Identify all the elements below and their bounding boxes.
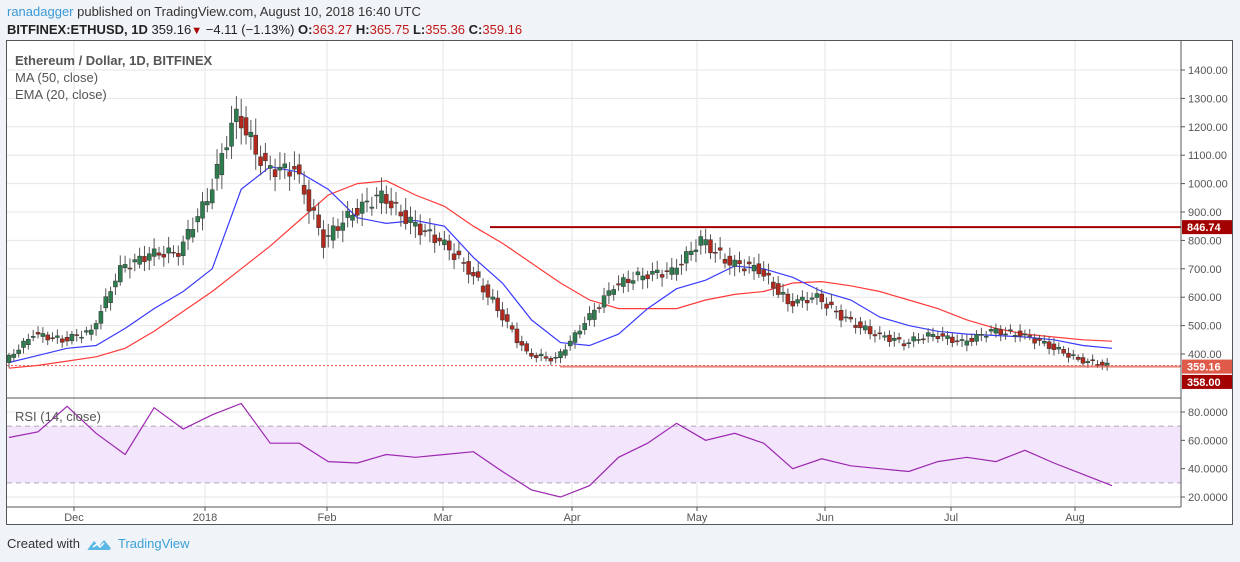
symbol-info: BITFINEX:ETHUSD, 1D 359.16▼ −4.11 (−1.13… <box>7 22 522 37</box>
down-triangle-icon: ▼ <box>191 25 203 37</box>
svg-text:Apr: Apr <box>563 512 580 524</box>
created-with-text: Created with <box>7 536 80 551</box>
close-value: 359.16 <box>482 22 523 37</box>
svg-text:1200.00: 1200.00 <box>1188 122 1228 134</box>
tradingview-link[interactable]: TradingView <box>117 536 190 551</box>
svg-text:1100.00: 1100.00 <box>1188 150 1227 162</box>
svg-text:Mar: Mar <box>434 512 453 524</box>
rsi-band <box>7 425 1181 484</box>
svg-text:846.74: 846.74 <box>1187 222 1222 234</box>
grid-lines <box>7 41 1181 507</box>
svg-text:800.00: 800.00 <box>1188 235 1222 247</box>
svg-text:Jun: Jun <box>816 512 834 524</box>
legend-title: Ethereum / Dollar, 1D, BITFINEX <box>15 53 213 68</box>
svg-text:900.00: 900.00 <box>1188 207 1222 219</box>
svg-text:1000.00: 1000.00 <box>1188 179 1228 191</box>
svg-text:1400.00: 1400.00 <box>1188 65 1228 77</box>
footer: Created with TradingView <box>7 536 190 551</box>
candlesticks <box>6 96 1110 371</box>
low-value: 355.36 <box>425 22 466 37</box>
open-label: O: <box>298 22 313 37</box>
svg-text:359.16: 359.16 <box>1187 362 1221 374</box>
high-label: H: <box>355 22 370 37</box>
svg-text:Dec: Dec <box>64 512 84 524</box>
svg-text:80.0000: 80.0000 <box>1188 407 1228 419</box>
svg-text:20.0000: 20.0000 <box>1188 492 1228 504</box>
svg-text:May: May <box>687 512 708 524</box>
svg-text:358.00: 358.00 <box>1187 377 1221 389</box>
low-label: L: <box>412 22 426 37</box>
svg-text:2018: 2018 <box>193 512 217 524</box>
legend-ma50[interactable]: MA (50, close) <box>15 70 99 85</box>
svg-text:Jul: Jul <box>944 512 958 524</box>
svg-text:700.00: 700.00 <box>1188 264 1222 276</box>
chart-legend: Ethereum / Dollar, 1D, BITFINEX MA (50, … <box>15 52 212 103</box>
publisher-link[interactable]: ranadagger <box>7 4 74 19</box>
price-change: −4.11 (−1.13%) <box>205 22 295 37</box>
svg-text:500.00: 500.00 <box>1188 321 1222 333</box>
svg-text:Aug: Aug <box>1065 512 1085 524</box>
svg-text:40.0000: 40.0000 <box>1188 464 1228 476</box>
symbol-name: BITFINEX:ETHUSD, 1D <box>7 22 148 37</box>
close-label: C: <box>468 22 483 37</box>
svg-text:60.0000: 60.0000 <box>1188 435 1228 447</box>
legend-ema20[interactable]: EMA (20, close) <box>15 87 107 102</box>
svg-text:Feb: Feb <box>318 512 337 524</box>
open-value: 363.27 <box>312 22 353 37</box>
rsi-legend[interactable]: RSI (14, close) <box>15 409 101 424</box>
high-value: 365.75 <box>369 22 410 37</box>
svg-text:600.00: 600.00 <box>1188 292 1222 304</box>
tradingview-logo-icon <box>87 539 111 550</box>
svg-text:1300.00: 1300.00 <box>1188 93 1228 105</box>
last-price: 359.16 <box>151 22 192 37</box>
axes: 400.00 500.00 600.00 700.00 800.00 900.00 1000… <box>6 41 1232 524</box>
publish-info: ranadagger published on TradingView.com,… <box>7 4 421 19</box>
svg-text:400.00: 400.00 <box>1188 349 1222 361</box>
publish-text: published on TradingView.com, August 10,… <box>73 4 421 19</box>
